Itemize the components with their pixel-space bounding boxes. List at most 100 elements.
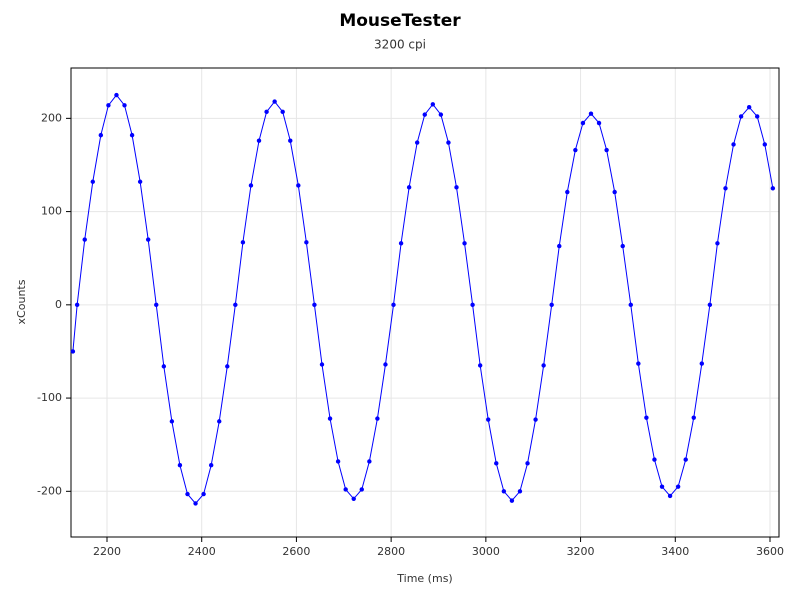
- data-point: [755, 114, 760, 119]
- data-point: [398, 241, 404, 246]
- y-axis-label: xCounts: [15, 279, 28, 324]
- y-tick-label: -100: [37, 391, 62, 404]
- y-tick-label: 200: [41, 111, 62, 124]
- x-tick-label: 3600: [756, 545, 784, 558]
- data-point: [422, 112, 427, 117]
- data-point: [596, 120, 602, 126]
- x-tick-label: 3400: [661, 545, 689, 558]
- data-point: [359, 487, 364, 492]
- x-tick-label: 2400: [188, 545, 216, 558]
- data-point: [335, 459, 341, 464]
- x-axis-label: Time (ms): [396, 572, 452, 585]
- data-point: [501, 489, 507, 494]
- data-point: [723, 186, 728, 191]
- y-tick-label: 0: [55, 298, 62, 311]
- data-point: [312, 302, 317, 308]
- data-point: [430, 102, 436, 107]
- data-point: [438, 112, 444, 117]
- plot-area: [71, 68, 779, 537]
- data-point: [201, 491, 206, 497]
- data-point: [659, 484, 665, 489]
- data-point: [620, 243, 625, 249]
- data-point: [327, 416, 333, 421]
- data-point: [525, 461, 530, 466]
- data-point: [644, 415, 649, 420]
- data-point: [114, 92, 119, 98]
- data-point: [129, 132, 135, 138]
- data-point: [296, 183, 301, 188]
- data-point: [628, 302, 633, 308]
- data-point: [565, 189, 570, 195]
- y-tick-label: 100: [41, 205, 62, 218]
- data-point: [636, 361, 641, 366]
- x-tick-label: 2800: [377, 545, 405, 558]
- data-point: [470, 302, 475, 308]
- data-point: [383, 362, 388, 367]
- data-point: [256, 138, 262, 143]
- data-point: [122, 103, 127, 108]
- data-point: [652, 457, 657, 462]
- data-point: [612, 189, 617, 195]
- data-point: [486, 417, 491, 422]
- data-point: [343, 487, 348, 492]
- data-point: [762, 142, 767, 147]
- data-point: [604, 147, 609, 153]
- data-point: [90, 179, 95, 184]
- data-point: [414, 140, 420, 145]
- data-point: [691, 415, 696, 420]
- data-point: [707, 302, 713, 308]
- data-point: [533, 417, 538, 422]
- data-point: [82, 237, 87, 242]
- data-point: [74, 302, 80, 308]
- x-tick-label: 2200: [93, 545, 121, 558]
- data-point: [272, 99, 277, 104]
- data-point: [240, 240, 246, 245]
- data-point: [462, 241, 467, 246]
- data-point: [541, 363, 546, 368]
- data-point: [446, 140, 451, 145]
- data-point: [367, 459, 372, 464]
- data-point: [161, 364, 167, 369]
- data-point: [573, 147, 578, 153]
- data-point: [70, 349, 76, 354]
- data-point: [715, 241, 720, 246]
- data-point: [145, 237, 151, 242]
- data-point: [177, 463, 183, 468]
- data-point: [731, 142, 736, 147]
- data-point: [454, 185, 459, 190]
- data-point: [770, 186, 776, 191]
- data-point: [193, 501, 198, 506]
- data-point: [494, 461, 499, 466]
- data-point: [580, 120, 586, 126]
- data-point: [98, 132, 104, 138]
- data-point: [517, 489, 523, 494]
- data-point: [225, 364, 230, 369]
- data-point: [304, 240, 309, 245]
- data-point: [264, 109, 269, 115]
- data-point: [375, 416, 380, 421]
- data-point: [319, 362, 325, 367]
- data-point: [746, 104, 752, 110]
- data-point: [233, 302, 238, 308]
- x-tick-label: 3000: [472, 545, 500, 558]
- data-point: [208, 463, 214, 468]
- data-point: [406, 185, 412, 190]
- data-point: [675, 484, 681, 489]
- data-point: [280, 109, 285, 115]
- chart-title: MouseTester: [339, 11, 461, 31]
- data-point: [217, 419, 222, 424]
- x-tick-label: 2600: [282, 545, 310, 558]
- data-point: [477, 363, 483, 368]
- data-point: [169, 419, 175, 424]
- data-point: [106, 103, 111, 108]
- data-point: [509, 498, 515, 503]
- data-point: [248, 183, 254, 188]
- data-point: [288, 138, 293, 143]
- data-point: [738, 114, 744, 119]
- plot-frame: [70, 67, 780, 538]
- data-point: [549, 302, 554, 308]
- data-point: [351, 496, 356, 501]
- series-line: [72, 94, 774, 505]
- chart-subtitle: 3200 cpi: [374, 38, 426, 52]
